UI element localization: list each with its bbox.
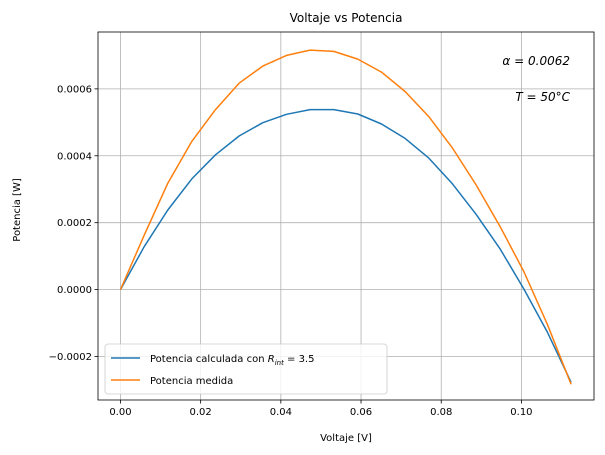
- chart-title: Voltaje vs Potencia: [290, 11, 403, 25]
- x-tick-label: 0.10: [510, 407, 532, 418]
- series-line-medida: [119, 49, 572, 385]
- x-tick-label: 0.02: [190, 407, 212, 418]
- annotation-alpha: α = 0.0062: [502, 54, 570, 68]
- y-tick-label: 0.0000: [57, 285, 92, 296]
- grid: [98, 32, 594, 400]
- x-tick-label: 0.08: [430, 407, 452, 418]
- x-tick-label: 0.06: [350, 407, 372, 418]
- x-axis-label: Voltaje [V]: [320, 433, 372, 444]
- y-axis-label: Potencia [W]: [12, 178, 23, 242]
- series-line-calculada: [119, 108, 572, 383]
- legend-label-medida: Potencia medida: [150, 376, 233, 387]
- y-tick-label: 0.0002: [57, 218, 92, 229]
- x-tick-label: 0.04: [270, 407, 292, 418]
- x-axis: 0.00 0.02 0.04 0.06 0.08 0.10: [109, 400, 533, 418]
- annotation-temperature: T = 50°C: [515, 90, 570, 104]
- y-tick-label: 0.0006: [57, 84, 92, 95]
- y-axis: −0.0002 0.0000 0.0002 0.0004 0.0006: [49, 84, 98, 363]
- x-tick-label: 0.00: [109, 407, 131, 418]
- plot-frame: [97, 31, 595, 401]
- y-tick-label: −0.0002: [49, 352, 92, 363]
- y-tick-label: 0.0004: [57, 151, 92, 162]
- legend: Potencia calculada con Rint = 3.5 Potenc…: [104, 343, 388, 395]
- legend-box: [104, 343, 388, 395]
- legend-label-calculada: Potencia calculada con Rint = 3.5: [150, 354, 314, 367]
- series-layer: [119, 49, 572, 385]
